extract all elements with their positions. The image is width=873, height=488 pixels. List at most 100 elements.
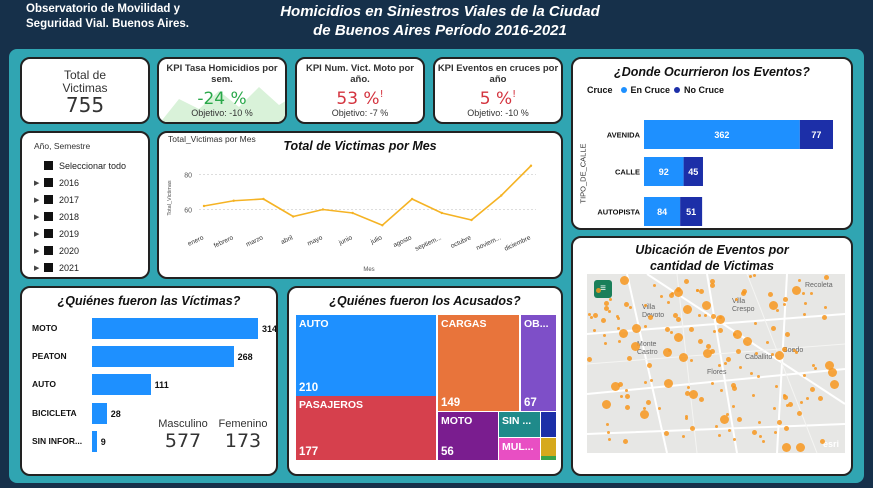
event-marker[interactable] [678, 353, 688, 363]
victim-bar[interactable] [92, 318, 258, 339]
event-marker[interactable] [608, 309, 612, 313]
event-marker[interactable] [717, 434, 721, 438]
kpi-cruces-card[interactable]: KPI Eventos en cruces por año 5 %! Objet… [433, 57, 563, 124]
year-semester-slicer[interactable]: Año, Semestre Seleccionar todo ▶ 2016 ▶ 20… [20, 131, 150, 279]
event-marker[interactable] [647, 362, 653, 368]
bar-segment[interactable] [644, 157, 684, 186]
data-point[interactable] [351, 211, 354, 215]
event-marker[interactable] [689, 389, 699, 399]
event-marker[interactable] [709, 282, 715, 288]
event-marker[interactable] [784, 331, 790, 337]
event-marker[interactable] [733, 329, 743, 339]
checkbox[interactable] [44, 178, 53, 187]
event-marker[interactable] [666, 301, 670, 305]
event-marker[interactable] [715, 425, 719, 429]
event-marker[interactable] [777, 419, 783, 425]
event-marker[interactable] [736, 416, 742, 422]
event-marker[interactable] [607, 438, 611, 442]
victims-by-month-card[interactable]: Total_Victimas por Mes Total de Victimas… [157, 131, 563, 279]
event-marker[interactable] [627, 356, 633, 362]
event-marker[interactable] [608, 298, 612, 302]
data-point[interactable] [291, 215, 295, 218]
legend-item-en-cruce[interactable]: En Cruce [630, 85, 671, 95]
event-marker[interactable] [617, 382, 623, 388]
expand-arrow-icon[interactable]: ▶ [34, 179, 40, 187]
event-marker[interactable] [620, 276, 630, 286]
map-layers-button[interactable]: ≡ [594, 280, 612, 298]
event-marker[interactable] [798, 278, 802, 282]
event-marker[interactable] [787, 401, 793, 407]
event-marker[interactable] [735, 348, 741, 354]
event-marker[interactable] [657, 406, 661, 410]
event-marker[interactable] [785, 403, 789, 407]
event-marker[interactable] [662, 347, 672, 357]
checkbox[interactable] [44, 161, 53, 170]
victims-card[interactable]: ¿Quiénes fueron las Víctimas? MOTO 314 PEA… [20, 286, 278, 476]
event-marker[interactable] [690, 358, 694, 362]
data-point[interactable] [529, 164, 533, 167]
event-marker[interactable] [587, 312, 591, 316]
event-marker[interactable] [601, 317, 607, 323]
treemap-cell-small[interactable] [541, 438, 556, 456]
event-marker[interactable] [730, 383, 736, 389]
event-marker[interactable] [817, 395, 823, 401]
slicer-item[interactable]: ▶ 2019 [34, 228, 80, 239]
event-marker[interactable] [690, 426, 696, 431]
event-marker[interactable] [765, 341, 769, 345]
event-marker[interactable] [791, 285, 801, 295]
event-marker[interactable] [623, 302, 629, 308]
event-marker[interactable] [724, 361, 728, 365]
event-marker[interactable] [592, 329, 596, 333]
event-marker[interactable] [590, 315, 594, 319]
event-marker[interactable] [596, 287, 602, 293]
checkbox[interactable] [44, 212, 53, 221]
event-marker[interactable] [740, 290, 746, 296]
event-marker[interactable] [715, 314, 725, 324]
event-marker[interactable] [774, 350, 784, 360]
event-marker[interactable] [663, 378, 673, 388]
treemap-cell-small[interactable] [541, 412, 556, 437]
data-point[interactable] [202, 204, 206, 208]
event-marker[interactable] [685, 416, 689, 420]
checkbox[interactable] [44, 229, 53, 238]
event-marker[interactable] [628, 305, 632, 309]
event-marker[interactable] [824, 361, 834, 371]
event-marker[interactable] [625, 389, 629, 393]
event-marker[interactable] [757, 375, 761, 379]
event-marker[interactable] [752, 274, 756, 278]
event-marker[interactable] [698, 397, 704, 403]
event-marker[interactable] [685, 415, 689, 419]
slicer-item[interactable]: ▶ 2020 [34, 245, 80, 256]
event-marker[interactable] [705, 344, 711, 350]
event-marker[interactable] [664, 430, 670, 436]
checkbox[interactable] [44, 263, 53, 272]
event-marker[interactable] [625, 394, 631, 400]
map-card[interactable]: Ubicación de Eventos por cantidad de Vic… [571, 236, 853, 476]
event-marker[interactable] [751, 430, 757, 436]
bar-segment[interactable] [683, 157, 703, 186]
event-marker[interactable] [606, 423, 610, 427]
data-point[interactable] [500, 194, 503, 197]
event-marker[interactable] [753, 321, 757, 325]
treemap-cell-otros[interactable]: OB... 67 [521, 315, 556, 411]
event-marker[interactable] [659, 295, 663, 299]
event-marker[interactable] [725, 412, 729, 416]
event-marker[interactable] [800, 401, 804, 405]
event-marker[interactable] [717, 363, 721, 367]
event-marker[interactable] [642, 406, 646, 410]
event-marker[interactable] [616, 326, 620, 330]
kpi-moto-card[interactable]: KPI Num. Vict. Moto por año. 53 %! Objet… [295, 57, 425, 124]
slicer-item[interactable]: ▶ 2017 [34, 194, 80, 205]
event-marker[interactable] [619, 394, 623, 398]
expand-arrow-icon[interactable]: ▶ [34, 247, 40, 255]
event-marker[interactable] [689, 327, 695, 333]
event-marker[interactable] [755, 351, 759, 355]
expand-arrow-icon[interactable]: ▶ [34, 230, 40, 238]
event-marker[interactable] [632, 324, 642, 334]
event-marker[interactable] [615, 315, 619, 319]
event-marker[interactable] [758, 435, 762, 439]
data-point[interactable] [262, 197, 265, 201]
data-point[interactable] [321, 208, 325, 211]
event-marker[interactable] [687, 385, 691, 389]
data-point[interactable] [232, 199, 235, 202]
